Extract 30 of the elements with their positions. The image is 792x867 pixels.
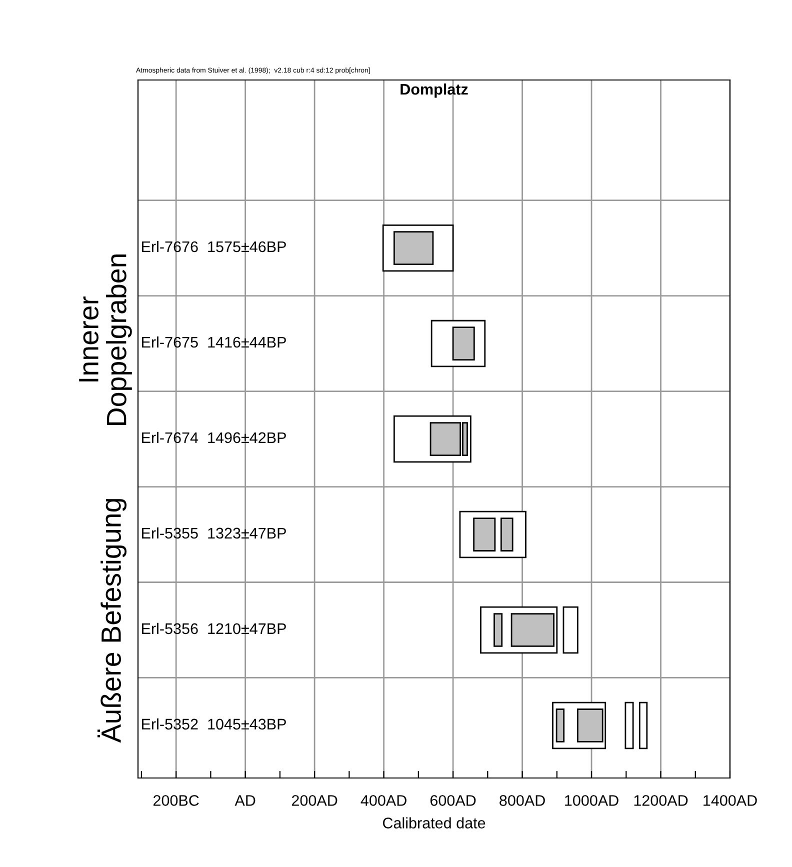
x-tick-label: AD — [234, 795, 256, 806]
chart-title: Domplatz — [400, 83, 468, 98]
bar — [510, 613, 554, 647]
x-axis-title: Calibrated date — [382, 817, 486, 828]
bar — [556, 708, 565, 742]
x-tick-label: 200AD — [292, 795, 338, 806]
y-tick-label: Erl-5356 1210±47BP — [142, 622, 286, 634]
y-tick-label: Erl-7675 1416±44BP — [142, 336, 286, 348]
x-tick-label: 1200AD — [634, 795, 688, 806]
bar — [494, 613, 503, 647]
bar — [473, 518, 496, 552]
y-tick-label: Erl-7674 1496±42BP — [142, 432, 286, 444]
bar — [562, 606, 578, 654]
x-tick-label: 800AD — [500, 795, 545, 806]
bar — [500, 518, 514, 552]
x-tick-label: 1000AD — [565, 795, 618, 806]
x-tick-label: 200BC — [153, 795, 199, 806]
bar — [624, 702, 634, 750]
bar — [638, 702, 648, 750]
bar — [393, 231, 434, 265]
text: Äußere Befestigung — [97, 499, 127, 743]
x-tick-label: 600AD — [430, 795, 476, 806]
y-tick-label: Erl-5355 1323±47BP — [142, 527, 286, 539]
bar — [452, 326, 475, 360]
x-tick-label: 1400AD — [704, 795, 757, 806]
text: Innerer Doppelgraben — [79, 254, 132, 425]
y-tick-label: Erl-7676 1575±46BP — [142, 240, 286, 252]
bar — [576, 708, 604, 742]
y-tick-label: Erl-5352 1045±43BP — [142, 718, 286, 730]
x-tick-label: 400AD — [360, 795, 406, 806]
